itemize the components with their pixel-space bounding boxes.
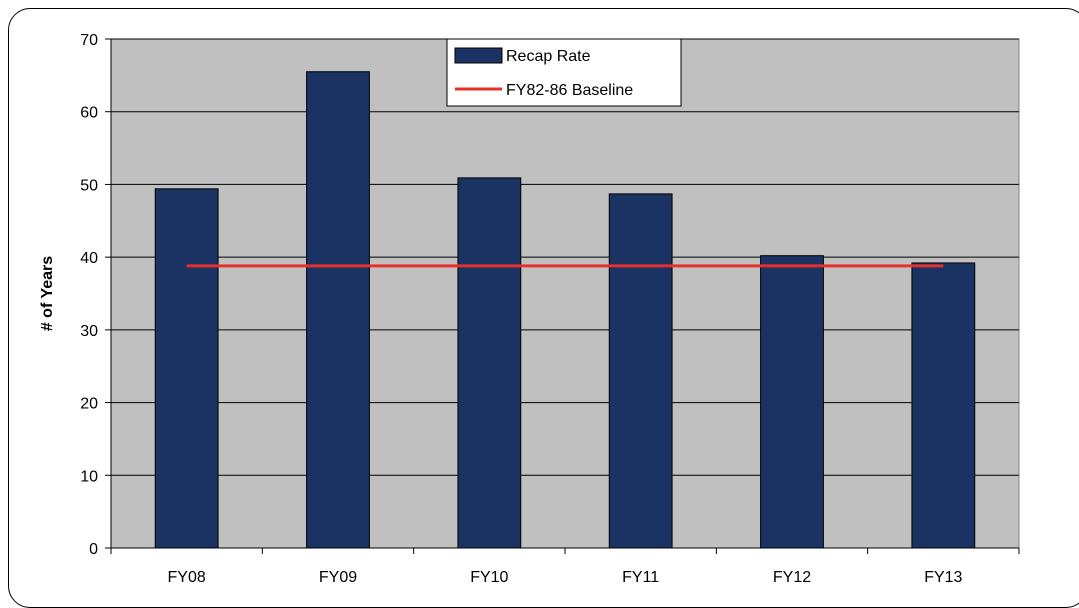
y-tick-label: 20 xyxy=(80,396,98,413)
bar-fy09 xyxy=(306,71,370,549)
x-tick-labels: FY08 FY09 FY10 FY11 FY12 FY13 xyxy=(168,569,963,586)
bar-fy08 xyxy=(154,188,219,549)
axes xyxy=(105,38,1020,554)
y-axis-title: # of Years xyxy=(39,256,56,331)
x-tick-label: FY11 xyxy=(622,569,659,586)
recap-rate-chart: 0 10 20 30 40 50 60 70 FY08 FY09 FY10 FY11 FY12 FY13… xyxy=(39,32,1020,586)
bar-fy10 xyxy=(457,177,522,549)
y-tick-label: 30 xyxy=(80,323,98,340)
legend: Recap Rate FY82-86 Baseline xyxy=(446,38,682,107)
bar-fy12 xyxy=(760,255,824,549)
y-tick-labels: 0 10 20 30 40 50 60 70 xyxy=(80,32,98,558)
bar-fy13 xyxy=(911,262,976,549)
x-tick-label: FY09 xyxy=(319,569,357,586)
legend-label-recap-rate: Recap Rate xyxy=(506,48,591,65)
x-tick-label: FY10 xyxy=(470,569,508,586)
x-tick-label: FY13 xyxy=(924,569,962,586)
bar-fy11 xyxy=(608,193,673,549)
gridlines xyxy=(111,38,1019,476)
x-tick-label: FY08 xyxy=(168,569,206,586)
legend-label-baseline: FY82-86 Baseline xyxy=(506,82,633,99)
y-tick-label: 50 xyxy=(80,177,98,194)
legend-swatch-recap-rate xyxy=(454,47,503,64)
y-tick-label: 60 xyxy=(80,105,98,122)
y-tick-label: 40 xyxy=(80,250,98,267)
y-tick-label: 0 xyxy=(89,541,98,558)
x-tick-label: FY12 xyxy=(773,569,811,586)
bar-series xyxy=(154,71,976,549)
y-tick-label: 10 xyxy=(80,468,98,485)
y-tick-label: 70 xyxy=(80,32,98,49)
plot-area xyxy=(110,38,1020,549)
